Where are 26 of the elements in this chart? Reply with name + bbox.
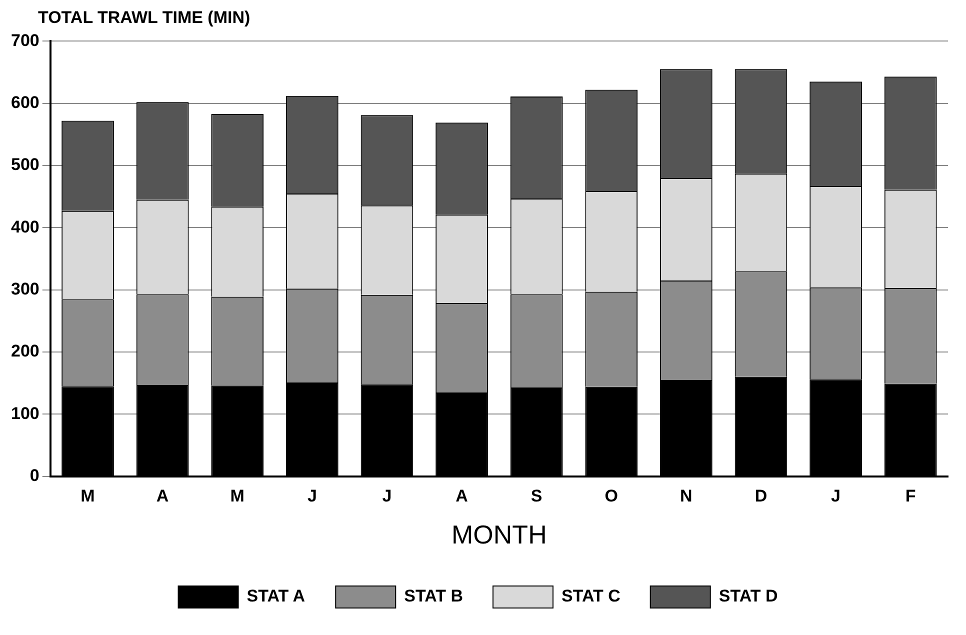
x-tick-label: N: [680, 486, 692, 506]
x-tick-label: M: [80, 486, 95, 506]
legend-label: STAT C: [562, 586, 620, 606]
legend-label: STAT A: [246, 586, 306, 606]
x-tick-label: J: [307, 486, 317, 506]
x-tick-label: M: [230, 486, 244, 506]
x-tick-label: J: [382, 486, 392, 506]
x-tick-label: O: [604, 486, 618, 506]
legend-label: STAT B: [404, 586, 464, 606]
legend-label: STAT D: [718, 586, 778, 606]
y-tick-label: 500: [10, 155, 40, 174]
y-tick-label: 600: [10, 93, 40, 112]
y-tick-label: 300: [10, 280, 40, 299]
y-axis-title: TOTAL TRAWL TIME (MIN): [38, 8, 252, 28]
x-tick-label: A: [156, 486, 169, 506]
y-tick-label: 0: [30, 466, 40, 486]
x-tick-label: A: [456, 486, 468, 506]
x-tick-label: S: [530, 486, 542, 506]
x-tick-label: J: [831, 486, 841, 506]
x-tick-label: F: [905, 486, 916, 506]
y-tick-label: 200: [10, 342, 40, 361]
x-tick-label: D: [754, 486, 768, 506]
x-axis-title: MONTH: [452, 520, 547, 550]
y-tick-label: 700: [10, 30, 40, 50]
y-tick-label: 100: [10, 404, 40, 423]
y-tick-label: 400: [10, 217, 40, 236]
